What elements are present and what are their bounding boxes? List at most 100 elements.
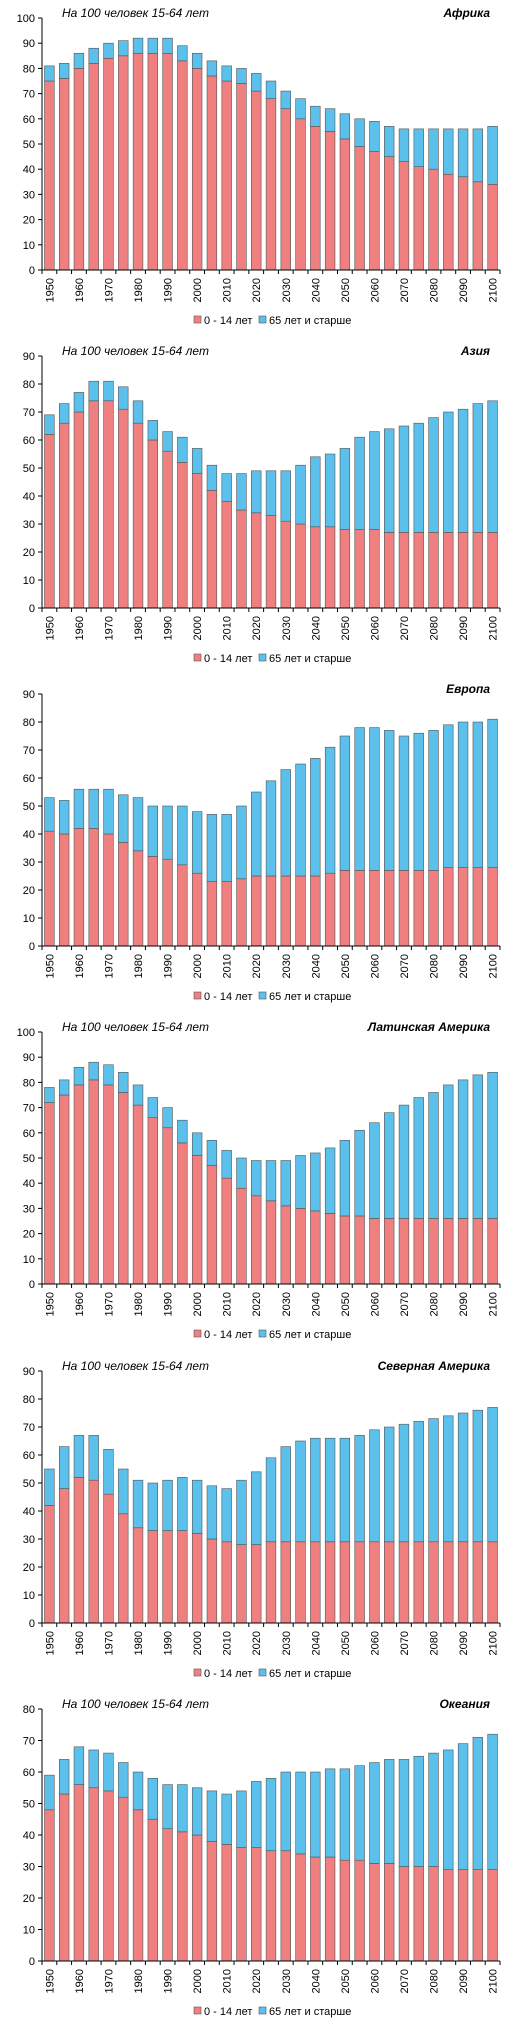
bar-segment-65-plus (265, 1457, 277, 1543)
x-tick-label: 2020 (251, 1292, 263, 1316)
bar-segment-65-plus (265, 80, 277, 99)
x-tick-label: 2070 (399, 616, 411, 640)
bar-segment-65-plus (443, 128, 454, 175)
bar-segment-65-plus (310, 758, 321, 877)
bar-segment-65-plus (177, 1119, 188, 1144)
bar-segment-65-plus (132, 1771, 144, 1811)
bar-segment-65-plus (369, 727, 380, 871)
x-tick-label: 2010 (222, 616, 234, 640)
bar-segment-65-plus (236, 1790, 247, 1848)
bar-segment-0-14 (73, 828, 85, 947)
bar-segment-65-plus (354, 436, 365, 530)
bar-segment-65-plus (487, 126, 498, 185)
bar-segment-0-14 (339, 1541, 351, 1624)
bar-segment-65-plus (118, 794, 129, 843)
x-tick-label: 2030 (281, 1292, 293, 1316)
bar-segment-0-14 (413, 1866, 424, 1962)
bar-segment-0-14 (88, 400, 99, 609)
bar-segment-65-plus (443, 1749, 454, 1870)
bar-segment-0-14 (162, 858, 173, 947)
bar-segment-65-plus (354, 1129, 365, 1217)
bar-segment-0-14 (413, 532, 424, 609)
y-tick-label: 60 (23, 1128, 35, 1140)
x-tick-label: 1970 (103, 1292, 115, 1316)
legend-swatch-65-plus (258, 653, 267, 662)
bar-segment-0-14 (265, 1541, 277, 1624)
bar-segment-0-14 (369, 529, 380, 609)
bar-segment-0-14 (236, 1544, 247, 1624)
bar-segment-0-14 (398, 870, 410, 947)
bar-segment-65-plus (280, 90, 291, 110)
bar-segment-65-plus (147, 37, 158, 54)
x-tick-label: 2080 (429, 954, 441, 978)
bar-segment-65-plus (206, 464, 218, 491)
chart-subtitle: На 100 человек 15-64 лет (62, 1697, 209, 1711)
bar-segment-65-plus (147, 805, 158, 857)
bar-segment-0-14 (221, 881, 232, 947)
bar-segment-65-plus (162, 1107, 173, 1129)
bar-segment-65-plus (58, 1446, 70, 1489)
bar-segment-65-plus (443, 1415, 454, 1543)
bar-segment-0-14 (457, 867, 469, 947)
bar-segment-0-14 (324, 131, 336, 271)
bar-segment-0-14 (384, 1541, 395, 1624)
x-tick-label: 1960 (74, 954, 86, 978)
bar-segment-0-14 (369, 151, 380, 271)
bar-segment-65-plus (324, 108, 336, 132)
bar-segment-65-plus (206, 1790, 218, 1842)
bar-segment-0-14 (472, 1869, 484, 1962)
x-tick-label: 1950 (44, 1292, 56, 1316)
bar-segment-65-plus (132, 37, 144, 54)
y-tick-label: 50 (23, 139, 35, 151)
bar-segment-65-plus (147, 1482, 158, 1531)
bar-segment-0-14 (221, 1541, 232, 1624)
x-tick-label: 1980 (133, 1969, 145, 1993)
chart-panel-6: На 100 человек 15-64 лет Океания010203040… (23, 1697, 501, 2018)
legend-label-0-14: 0 - 14 лет (204, 1668, 252, 1680)
y-tick-label: 50 (23, 463, 35, 475)
bar-segment-65-plus (162, 805, 173, 860)
bar-segment-65-plus (428, 1092, 439, 1219)
chart-title: Азия (460, 344, 490, 358)
legend-swatch-65-plus (258, 1329, 267, 1338)
bar-segment-65-plus (103, 788, 114, 835)
bar-segment-0-14 (384, 532, 395, 609)
x-tick-label: 2030 (281, 278, 293, 302)
x-tick-label: 2100 (488, 1969, 500, 1993)
bar-segment-0-14 (162, 1530, 173, 1624)
bar-segment-65-plus (251, 1471, 262, 1545)
bar-segment-0-14 (443, 173, 454, 271)
bar-segment-65-plus (88, 47, 99, 64)
bar-segment-65-plus (443, 411, 454, 533)
chart-panel-1: На 100 человек 15-64 лет Африка0102030405… (17, 6, 501, 327)
bar-segment-65-plus (73, 392, 85, 413)
bar-segment-0-14 (147, 1818, 158, 1962)
y-tick-label: 100 (17, 1027, 35, 1039)
x-tick-label: 2040 (310, 616, 322, 640)
x-tick-label: 2030 (281, 1969, 293, 1993)
bar-segment-65-plus (177, 436, 188, 463)
bar-segment-65-plus (354, 1435, 365, 1543)
x-tick-label: 1970 (103, 1631, 115, 1655)
x-tick-label: 2090 (458, 1292, 470, 1316)
bar-segment-0-14 (398, 532, 410, 609)
bar-segment-0-14 (177, 60, 188, 271)
y-tick-label: 80 (23, 717, 35, 729)
bar-segment-65-plus (221, 473, 232, 502)
bar-segment-65-plus (73, 1066, 85, 1086)
x-tick-label: 2030 (281, 1631, 293, 1655)
bar-segment-65-plus (354, 1765, 365, 1861)
bar-segment-0-14 (221, 80, 232, 271)
bar-segment-65-plus (147, 420, 158, 441)
bar-segment-65-plus (295, 1155, 306, 1209)
bar-segment-65-plus (265, 780, 277, 877)
bar-segment-65-plus (472, 1737, 484, 1870)
y-tick-label: 20 (23, 547, 35, 559)
bar-segment-0-14 (398, 1866, 410, 1962)
bar-segment-0-14 (236, 509, 247, 609)
bar-segment-65-plus (310, 1771, 321, 1858)
bar-segment-0-14 (44, 434, 55, 609)
y-tick-label: 30 (23, 1862, 35, 1874)
bar-segment-0-14 (103, 1790, 114, 1962)
chart-panel-4: На 100 человек 15-64 лет Латинская Америк… (17, 1020, 501, 1341)
